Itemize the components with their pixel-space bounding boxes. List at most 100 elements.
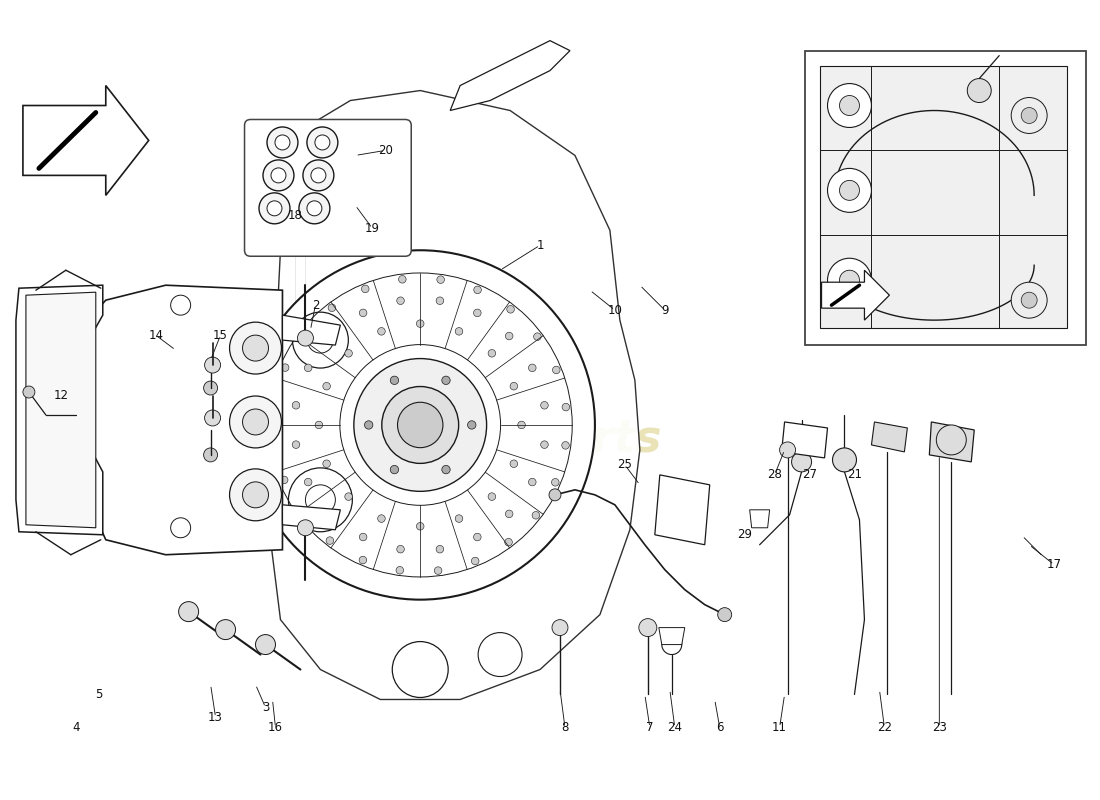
- Circle shape: [328, 510, 336, 518]
- Circle shape: [528, 478, 536, 486]
- Circle shape: [827, 258, 871, 302]
- Circle shape: [271, 439, 278, 446]
- Circle shape: [518, 421, 526, 429]
- Circle shape: [275, 135, 290, 150]
- Circle shape: [377, 327, 385, 335]
- Circle shape: [255, 634, 275, 654]
- Circle shape: [315, 421, 322, 429]
- Circle shape: [488, 493, 496, 500]
- Text: 25: 25: [617, 458, 632, 471]
- Circle shape: [551, 478, 559, 486]
- Circle shape: [326, 537, 333, 544]
- Text: 12: 12: [54, 389, 68, 402]
- Polygon shape: [26, 292, 96, 528]
- Text: 13: 13: [208, 711, 223, 724]
- Text: 8: 8: [561, 721, 569, 734]
- Circle shape: [1011, 282, 1047, 318]
- Circle shape: [305, 364, 312, 372]
- Text: a passion for parts™: a passion for parts™: [358, 493, 543, 537]
- Circle shape: [839, 270, 859, 290]
- Polygon shape: [283, 315, 340, 345]
- Circle shape: [271, 401, 278, 408]
- Text: 2: 2: [311, 298, 319, 312]
- Circle shape: [382, 386, 459, 463]
- Text: 11: 11: [772, 721, 788, 734]
- Text: 18: 18: [288, 209, 302, 222]
- Circle shape: [468, 421, 476, 429]
- Polygon shape: [750, 510, 770, 528]
- Polygon shape: [659, 628, 685, 645]
- Text: 14: 14: [148, 329, 163, 342]
- Circle shape: [322, 382, 330, 390]
- Circle shape: [307, 327, 333, 353]
- Circle shape: [532, 511, 540, 519]
- Text: 1: 1: [537, 238, 543, 252]
- Text: 24: 24: [668, 721, 682, 734]
- Text: 4: 4: [73, 721, 79, 734]
- Circle shape: [360, 534, 367, 541]
- Circle shape: [474, 286, 482, 294]
- Circle shape: [397, 546, 405, 553]
- Circle shape: [344, 350, 352, 357]
- Circle shape: [417, 320, 424, 327]
- Circle shape: [434, 567, 442, 574]
- Text: 29: 29: [737, 528, 752, 542]
- Circle shape: [562, 403, 570, 411]
- Circle shape: [1011, 98, 1047, 134]
- Circle shape: [473, 309, 481, 317]
- Circle shape: [552, 366, 560, 374]
- Circle shape: [472, 558, 478, 565]
- Circle shape: [552, 620, 568, 635]
- Circle shape: [23, 386, 35, 398]
- Circle shape: [839, 95, 859, 115]
- Circle shape: [307, 201, 322, 216]
- Circle shape: [478, 633, 522, 677]
- Circle shape: [267, 201, 282, 216]
- Polygon shape: [822, 270, 890, 320]
- Circle shape: [300, 331, 308, 338]
- Circle shape: [293, 441, 300, 449]
- Circle shape: [510, 460, 518, 467]
- Circle shape: [204, 381, 218, 395]
- Circle shape: [245, 250, 595, 600]
- Text: 21: 21: [847, 468, 862, 482]
- Circle shape: [827, 169, 871, 212]
- Text: 20: 20: [377, 144, 393, 157]
- Text: 5: 5: [95, 688, 102, 701]
- Circle shape: [362, 285, 369, 293]
- Circle shape: [436, 546, 443, 553]
- Circle shape: [305, 478, 312, 486]
- Circle shape: [230, 322, 282, 374]
- FancyBboxPatch shape: [804, 50, 1086, 345]
- Circle shape: [242, 335, 268, 361]
- Polygon shape: [23, 86, 148, 195]
- Circle shape: [473, 534, 481, 541]
- Circle shape: [397, 402, 443, 448]
- Circle shape: [752, 511, 767, 525]
- Circle shape: [315, 135, 330, 150]
- Circle shape: [541, 441, 548, 449]
- Circle shape: [205, 410, 221, 426]
- Circle shape: [299, 510, 307, 517]
- Circle shape: [170, 518, 190, 538]
- Circle shape: [505, 538, 513, 546]
- Circle shape: [311, 168, 326, 183]
- Circle shape: [639, 618, 657, 637]
- Circle shape: [302, 160, 334, 191]
- Circle shape: [299, 193, 330, 224]
- Text: 3: 3: [262, 701, 270, 714]
- Circle shape: [393, 642, 448, 698]
- FancyBboxPatch shape: [244, 119, 411, 256]
- Text: 27: 27: [802, 468, 817, 482]
- Circle shape: [437, 276, 444, 283]
- Circle shape: [390, 466, 398, 474]
- Circle shape: [242, 482, 268, 508]
- Text: 9: 9: [661, 304, 669, 317]
- Circle shape: [397, 297, 405, 305]
- Circle shape: [293, 402, 300, 409]
- Circle shape: [242, 409, 268, 435]
- Polygon shape: [15, 285, 102, 534]
- Circle shape: [230, 396, 282, 448]
- Circle shape: [360, 309, 367, 317]
- Circle shape: [488, 350, 496, 357]
